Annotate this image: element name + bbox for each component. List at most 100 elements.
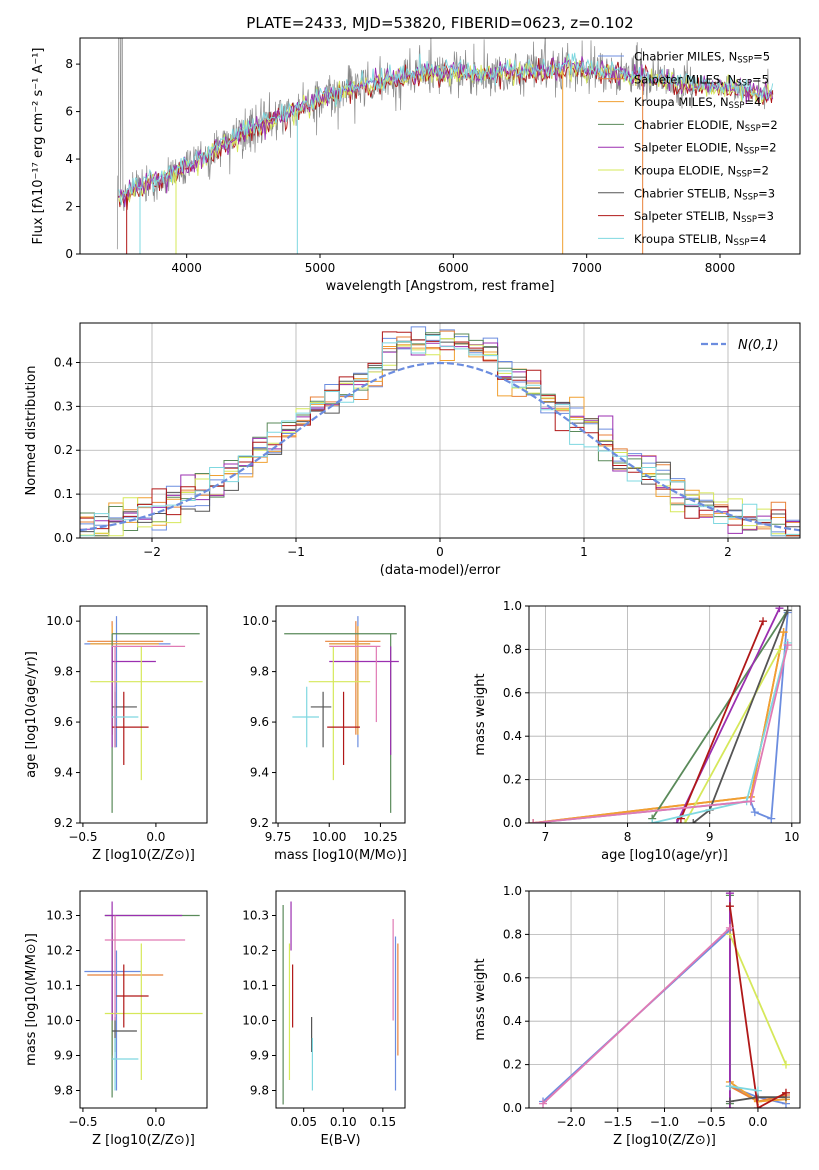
panel-age-vs-Z: −0.5 0.0 9.2 9.4 9.6 9.8 10.0 Z [log10(Z/Z⊙)] ag… [24, 605, 208, 863]
x-axis-label: wavelength [Angstrom, rest frame] [326, 279, 555, 294]
y-tick-label: 0.8 [503, 642, 522, 656]
y-tick-label: 0 [65, 247, 73, 261]
plot-area [80, 323, 800, 538]
panel-weight-vs-Z: −2.0 −1.5 −1.0 −0.5 0.0 0.0 0.2 0.4 0.6 0.8 1.0 Z [… [473, 884, 801, 1148]
y-axis-label: mass weight [473, 673, 488, 755]
legend-label: Salpeter STELIB, NSSP=3 [634, 209, 774, 225]
y-axis-label: mass weight [473, 958, 488, 1040]
weight-marker [681, 819, 690, 823]
x-tick-label: −0.5 [697, 1115, 726, 1129]
y-tick-label: 10.0 [242, 1014, 269, 1028]
weight-marker [750, 808, 759, 817]
x-tick-label: 9 [706, 830, 714, 844]
y-tick-label: 0.2 [503, 773, 522, 787]
y-tick-label: 10.1 [46, 979, 73, 993]
weight-line [684, 648, 781, 823]
y-tick-label: 0.6 [503, 686, 522, 700]
y-tick-label: 6 [65, 105, 73, 119]
plot-area [284, 616, 399, 813]
x-tick-label: 8000 [705, 261, 736, 275]
weight-marker [539, 1099, 548, 1108]
spectrum-model-line [118, 52, 774, 206]
y-tick-label: 0.4 [54, 355, 73, 369]
y-axis-label: Flux [fλ10⁻¹⁷ erg cm⁻² s⁻¹ A⁻¹] [31, 48, 46, 245]
weight-marker [783, 641, 792, 650]
x-tick-label: 8 [624, 830, 632, 844]
plot-area [282, 901, 399, 1105]
plot-layer: 4000 5000 6000 7000 8000 0 2 4 6 8 wavelength [Ang… [24, 37, 801, 1148]
weight-marker [746, 797, 755, 806]
x-axis-label: E(B-V) [320, 1133, 360, 1148]
y-tick-label: 2 [65, 200, 73, 214]
panel-mass-vs-Z: −0.5 0.0 9.8 9.9 10.0 10.1 10.2 10.3 Z [log10(Z/… [24, 890, 208, 1148]
weight-marker [725, 902, 734, 911]
y-tick-label: 0.4 [503, 729, 522, 743]
weight-marker [781, 1060, 790, 1069]
x-tick-label: −0.5 [68, 1115, 97, 1129]
y-tick-label: 9.9 [250, 1049, 269, 1063]
panel-spectrum: 4000 5000 6000 7000 8000 0 2 4 6 8 wavelength [Ang… [31, 37, 801, 294]
y-tick-label: 10.0 [242, 614, 269, 628]
x-tick-label: 6000 [438, 261, 469, 275]
y-axis-label: mass [log10(M/M⊙)] [24, 933, 39, 1066]
x-tick-label: 7000 [571, 261, 602, 275]
panel-mass-vs-EBV: 0.05 0.10 0.15 9.8 9.9 10.0 10.1 10.2 10.3 E(B-V) [242, 890, 406, 1148]
x-tick-label: 1 [580, 545, 588, 559]
x-tick-label: 0.0 [146, 830, 165, 844]
x-tick-label: −1.5 [603, 1115, 632, 1129]
x-tick-label: 7 [542, 830, 550, 844]
axes-frame [79, 37, 801, 255]
weight-marker [759, 617, 768, 626]
x-tick-label: −2.0 [556, 1115, 585, 1129]
x-axis-label: age [log10(age/yr)] [601, 848, 728, 863]
y-tick-label: 0.8 [503, 927, 522, 941]
x-tick-label: 4000 [171, 261, 202, 275]
axes-frame [79, 890, 208, 1109]
x-tick-label: 10 [784, 830, 799, 844]
x-tick-label: 0 [436, 545, 444, 559]
axes-frame [275, 605, 406, 824]
legend-gaussian-label: N(0,1) [738, 338, 779, 353]
plot-area [116, 38, 774, 254]
x-axis-label: mass [log10(M/M⊙)] [274, 848, 407, 863]
y-tick-label: 9.2 [250, 816, 269, 830]
x-tick-label: 5000 [305, 261, 336, 275]
x-tick-label: 10.25 [363, 830, 397, 844]
x-axis-label: Z [log10(Z/Z⊙)] [613, 1133, 716, 1148]
y-tick-label: 9.4 [54, 766, 73, 780]
weight-line [680, 620, 764, 820]
y-tick-label: 10.2 [46, 944, 73, 958]
weight-line [651, 609, 789, 820]
y-axis-label: Normed distribution [24, 366, 39, 496]
spectrum-model-line [118, 56, 774, 208]
y-tick-label: 1.0 [503, 599, 522, 613]
weight-marker [725, 891, 734, 898]
y-tick-label: 9.4 [250, 766, 269, 780]
weight-marker [753, 1104, 762, 1108]
y-tick-label: 10.1 [242, 979, 269, 993]
x-tick-label: 0.0 [748, 1115, 767, 1129]
axes-frame [79, 605, 208, 824]
panel-age-vs-mass: 9.75 10.00 10.25 9.2 9.4 9.6 9.8 10.0 mass [log1… [242, 605, 407, 863]
weight-marker [775, 606, 784, 613]
legend-label: Salpeter MILES, NSSP=5 [634, 72, 769, 88]
y-tick-label: 0.2 [54, 443, 73, 457]
x-tick-label: 0.10 [330, 1115, 357, 1129]
x-axis-label: Z [log10(Z/Z⊙)] [92, 1133, 195, 1148]
x-tick-label: −1 [287, 545, 305, 559]
y-tick-label: 4 [65, 152, 73, 166]
y-tick-label: 8 [65, 57, 73, 71]
y-tick-label: 0.0 [503, 816, 522, 830]
y-tick-label: 0.6 [503, 971, 522, 985]
weight-marker [767, 814, 776, 823]
y-tick-label: 9.9 [54, 1049, 73, 1063]
y-tick-label: 10.2 [242, 944, 269, 958]
plot-area [84, 901, 203, 1098]
weight-marker [783, 606, 792, 615]
weight-marker [672, 819, 681, 823]
x-tick-label: 0.0 [146, 1115, 165, 1129]
weight-line [729, 1085, 759, 1092]
x-tick-label: 10.00 [312, 830, 346, 844]
axes-frame [528, 605, 801, 824]
